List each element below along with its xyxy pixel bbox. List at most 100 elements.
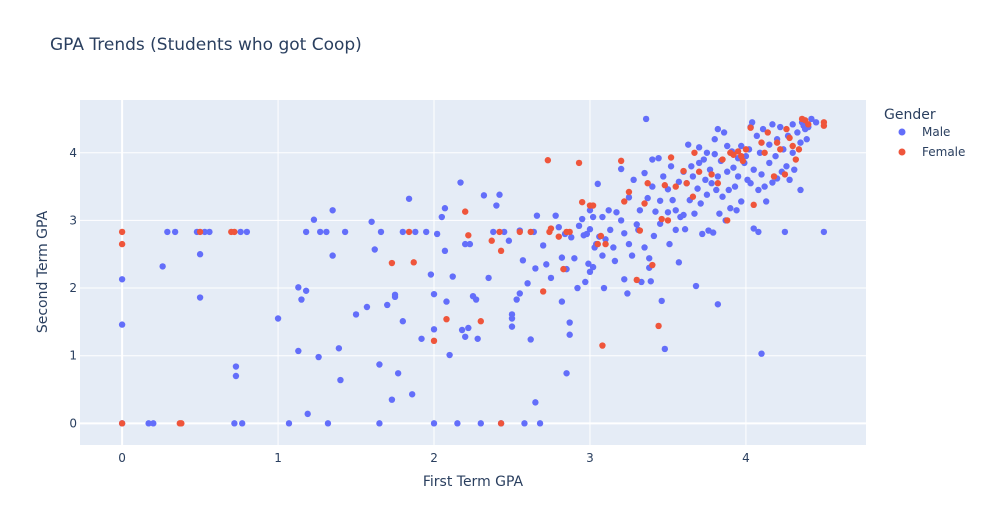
point-male — [786, 176, 793, 184]
point-male — [118, 321, 126, 328]
point-male — [458, 326, 466, 334]
point-female — [544, 157, 552, 164]
y-tick-label: 2 — [69, 281, 77, 295]
point-female — [683, 180, 690, 187]
point-male — [441, 247, 449, 255]
legend-item-male[interactable]: Male — [898, 125, 951, 139]
point-male — [585, 260, 592, 267]
point-male — [652, 208, 659, 215]
point-male — [536, 420, 544, 427]
point-male — [582, 278, 589, 286]
point-female — [405, 228, 413, 236]
point-male — [755, 228, 762, 236]
legend-label: Female — [922, 145, 965, 159]
point-male — [521, 420, 528, 427]
point-female — [231, 228, 238, 236]
point-male — [285, 420, 293, 427]
chart-title: GPA Trends (Students who got Coop) — [50, 35, 362, 55]
point-male — [703, 149, 711, 156]
point-male — [647, 278, 654, 285]
point-male — [232, 372, 240, 380]
point-female — [714, 180, 722, 187]
point-male — [302, 287, 310, 294]
point-male — [789, 121, 796, 128]
point-male — [766, 159, 773, 167]
point-male — [613, 209, 620, 216]
point-female — [527, 228, 534, 236]
point-male — [524, 280, 531, 287]
point-female — [661, 182, 669, 189]
point-female — [465, 232, 472, 239]
point-male — [457, 179, 464, 186]
point-female — [575, 159, 583, 167]
point-male — [661, 345, 669, 353]
point-male — [708, 180, 715, 187]
point-male — [571, 255, 578, 262]
point-male — [480, 192, 488, 199]
point-female — [443, 315, 450, 323]
point-male — [750, 225, 757, 232]
point-female — [747, 124, 754, 131]
point-male — [474, 335, 481, 342]
point-male — [666, 240, 673, 248]
point-male — [753, 132, 761, 140]
point-female — [555, 233, 562, 240]
point-female — [641, 200, 648, 207]
point-female — [597, 232, 605, 240]
point-male — [772, 152, 779, 160]
point-male — [238, 420, 246, 427]
point-male — [714, 125, 722, 133]
point-female — [792, 156, 800, 163]
point-male — [295, 284, 302, 291]
legend-item-female[interactable]: Female — [898, 145, 966, 159]
point-female — [462, 208, 469, 215]
point-male — [377, 228, 385, 236]
point-male — [352, 311, 360, 318]
point-female — [750, 201, 757, 209]
y-tick-label: 1 — [69, 349, 77, 363]
point-female — [724, 217, 731, 224]
point-male — [543, 261, 550, 268]
point-male — [759, 125, 767, 133]
point-male — [789, 149, 796, 156]
point-male — [443, 298, 450, 305]
point-female — [589, 202, 597, 209]
point-male — [462, 240, 469, 248]
point-male — [655, 154, 662, 162]
point-male — [555, 223, 562, 231]
point-male — [295, 347, 302, 355]
point-male — [812, 119, 820, 126]
point-female — [758, 139, 765, 146]
point-male — [508, 315, 516, 322]
point-male — [586, 226, 594, 233]
point-male — [315, 353, 322, 361]
point-male — [600, 284, 608, 292]
point-male — [391, 293, 399, 301]
point-male — [477, 420, 484, 427]
point-male — [399, 318, 407, 325]
point-male — [316, 228, 324, 236]
point-male — [791, 166, 798, 173]
point-male — [738, 142, 745, 150]
point-male — [711, 136, 718, 143]
point-male — [691, 210, 698, 217]
point-male — [664, 209, 672, 216]
x-tick-label: 3 — [586, 451, 594, 465]
point-male — [196, 251, 204, 258]
point-male — [335, 345, 343, 352]
point-male — [713, 186, 720, 194]
point-male — [748, 119, 756, 126]
point-male — [547, 274, 555, 282]
point-male — [738, 198, 745, 205]
point-female — [664, 217, 672, 224]
point-male — [388, 396, 396, 403]
point-female — [667, 154, 675, 161]
point-male — [758, 171, 765, 178]
point-male — [803, 136, 810, 143]
point-male — [159, 263, 166, 270]
point-male — [688, 163, 695, 170]
point-male — [558, 254, 566, 261]
point-male — [232, 363, 240, 370]
point-male — [756, 149, 764, 156]
point-male — [730, 164, 737, 171]
